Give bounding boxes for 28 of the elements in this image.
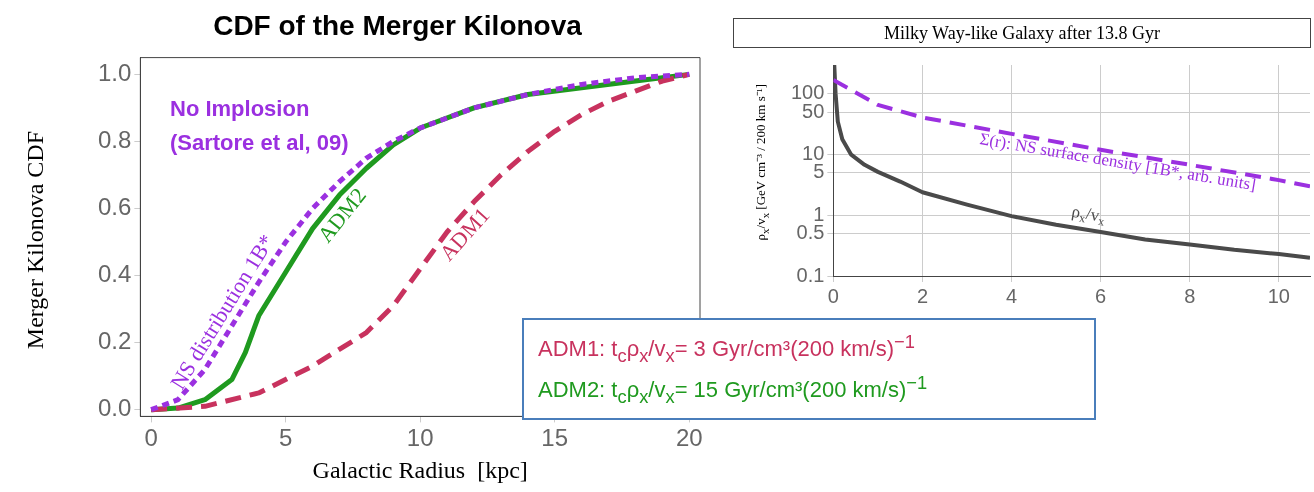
x-tick-label: 20: [675, 424, 703, 452]
annotation: ADM2: t$_{c}$ρ$_{x}$/v$_{x}$= 15 Gyr/cm³(200 km/s)$^{−1}$: [538, 371, 929, 409]
x-tick-label: 2: [916, 284, 929, 307]
x-tick-label: 4: [1005, 284, 1018, 307]
text-box: ADM1: t$_{c}$ρ$_{x}$/v$_{x}$= 3 Gyr/cm³(200 km/s)$^{−1}$ ADM2: t$_{c}$ρ$_{x}$/v$_{x}$= 15 Gyr/cm³(200 km/s)$^{−1}$: [522, 318, 1096, 421]
y-tick-label: 0.2: [97, 327, 132, 355]
x-tick-label: 8: [1184, 284, 1196, 307]
text: ρx/vx: [1070, 201, 1106, 229]
chart-title: CDF of the Merger Kilonova: [213, 9, 583, 41]
y-tick-label: 0.8: [97, 126, 132, 154]
y-axis-title: Merger Kilonova CDF: [22, 130, 49, 350]
y-tick-label: 1.0: [97, 58, 132, 86]
y-tick-label: 0.1: [796, 263, 825, 286]
y-tick-label: 0.0: [97, 394, 132, 422]
x-tick-label: 0: [144, 424, 158, 452]
y-tick-label: 0.4: [97, 260, 132, 288]
text: Σ(r): NS surface density [1B*, arb. units]: [978, 129, 1258, 195]
annotation: No Implosion (Sartore et al, 09): [170, 95, 350, 158]
x-tick-label: 0: [827, 284, 839, 307]
x-tick-label: 15: [541, 424, 569, 452]
x-tick-label: 10: [1267, 284, 1290, 307]
x-axis-title: Galactic Radius [kpc]: [312, 456, 528, 483]
x-tick-label: 5: [278, 424, 293, 452]
chart-title: Milky Way-like Galaxy after 13.8 Gyr: [733, 18, 1311, 48]
x-tick-label: 10: [406, 424, 434, 452]
x-tick-label: 6: [1095, 284, 1107, 307]
annotation: ADM1: t$_{c}$ρ$_{x}$/v$_{x}$= 3 Gyr/cm³(200 km/s)$^{−1}$: [538, 330, 916, 368]
y-tick-label: 0.6: [97, 193, 132, 221]
